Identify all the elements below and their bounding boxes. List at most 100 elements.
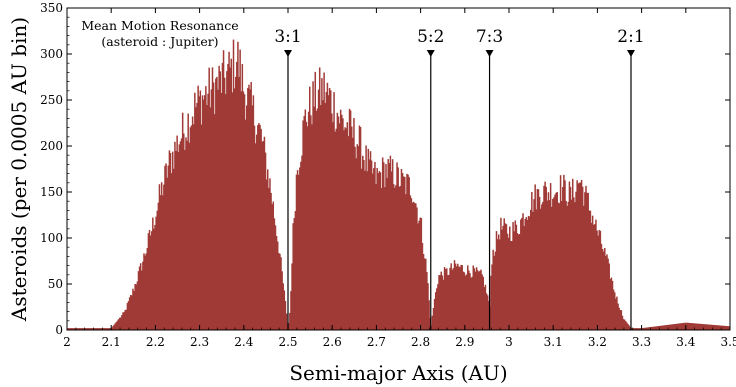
histogram-bar [457,263,459,330]
histogram-bar [339,109,342,331]
histogram-bar [296,170,299,330]
histogram-bar [408,177,410,330]
histogram-bar [216,76,218,330]
histogram-bar [244,119,247,330]
histogram-bar [253,125,256,330]
histogram-bar [112,326,114,330]
histogram-bar [644,327,647,330]
histogram-bar [117,319,120,330]
histogram-bar [350,126,353,330]
histogram-bar [320,105,322,331]
histogram-bar [661,325,663,330]
histogram-bar [471,276,473,330]
histogram-bar [533,199,535,330]
histogram-bar [613,292,616,330]
histogram-bar [282,283,284,330]
histogram-bar [163,184,165,330]
histogram-bar [323,72,325,331]
histogram-bar [506,233,509,330]
histogram-bar [364,170,366,330]
histogram-bar [615,298,617,330]
histogram-bar [195,107,197,330]
histogram-bar [707,324,710,330]
histogram-bar [486,295,489,330]
histogram-bar [335,128,338,330]
histogram-bar [583,205,585,330]
histogram-bar [500,217,502,330]
histogram-bar [147,233,150,330]
histogram-bar [265,179,268,330]
y-tick-label: 350 [40,1,63,15]
histogram-bar [622,319,625,330]
histogram-bar [534,184,536,330]
histogram-bar [642,327,645,330]
resonance-label: 2:1 [617,27,644,47]
histogram-bar [355,158,357,330]
histogram-bar [144,255,146,330]
histogram-bar [718,325,721,330]
histogram-bar [79,328,81,330]
histogram-bar [714,325,717,330]
histogram-bar [102,328,104,330]
histogram-bar [532,211,534,330]
histogram-bar [210,89,213,330]
x-tick-label: 2.5 [278,335,297,349]
histogram-bar [504,223,507,330]
histogram-bar [157,202,160,330]
histogram-bar [347,136,350,330]
histogram-bar [713,324,715,330]
histogram-bar [288,322,290,330]
histogram-bar [523,226,525,330]
histogram-bar [697,323,700,330]
histogram-bar [263,136,266,330]
histogram-bar [334,131,336,330]
histogram-bar [152,217,154,330]
histogram-bar [324,103,326,330]
histogram-bar [569,186,572,330]
histogram-bar [294,211,297,330]
histogram-bar [680,323,682,330]
histogram-bar [231,92,234,331]
histogram-bar [284,301,287,330]
histogram-bar [122,312,124,330]
histogram-bar [322,100,324,331]
histogram-bar [212,82,215,331]
histogram-bar [238,77,240,330]
x-tick-label: 3.2 [588,335,607,349]
histogram-bar [72,328,75,330]
histogram-bar [710,324,712,330]
histogram-bar [468,270,470,330]
histogram-bar [601,249,604,330]
histogram-bar [565,200,567,330]
histogram-bar [563,174,565,330]
histogram-bar [560,201,563,330]
x-axis-ticks: 2 2.1 2.2 2.3 2.4 2.5 2.6 2.7 2.8 2.9 3 3.1 3.2 3.3 3.… [63,8,736,349]
histogram-bar [610,277,613,330]
resonance-marker-icon [426,50,435,57]
histogram-bar [444,268,447,330]
histogram-bar [70,328,72,330]
histogram-bar [627,323,629,330]
histogram-bar [592,224,595,330]
histogram-bar [115,321,118,330]
histogram-bar [305,121,308,330]
histogram-bar [663,325,666,330]
histogram-bar [343,130,345,330]
histogram-bar [240,91,242,330]
histogram-bar [389,155,392,330]
histogram-bar [92,328,94,330]
histogram-bar [275,235,278,330]
histogram-bar [198,96,200,330]
x-tick-label: 3.5 [720,335,736,349]
histogram-bar [402,176,405,330]
histogram-bar [587,192,589,330]
histogram-bar [369,151,372,330]
histogram-bar [243,94,246,331]
histogram-bar [602,251,605,330]
histogram-bar [482,276,484,330]
histogram-bar [202,99,205,330]
histogram-bar [91,328,93,330]
histogram-bar [720,325,722,330]
histogram-bar [611,280,614,330]
